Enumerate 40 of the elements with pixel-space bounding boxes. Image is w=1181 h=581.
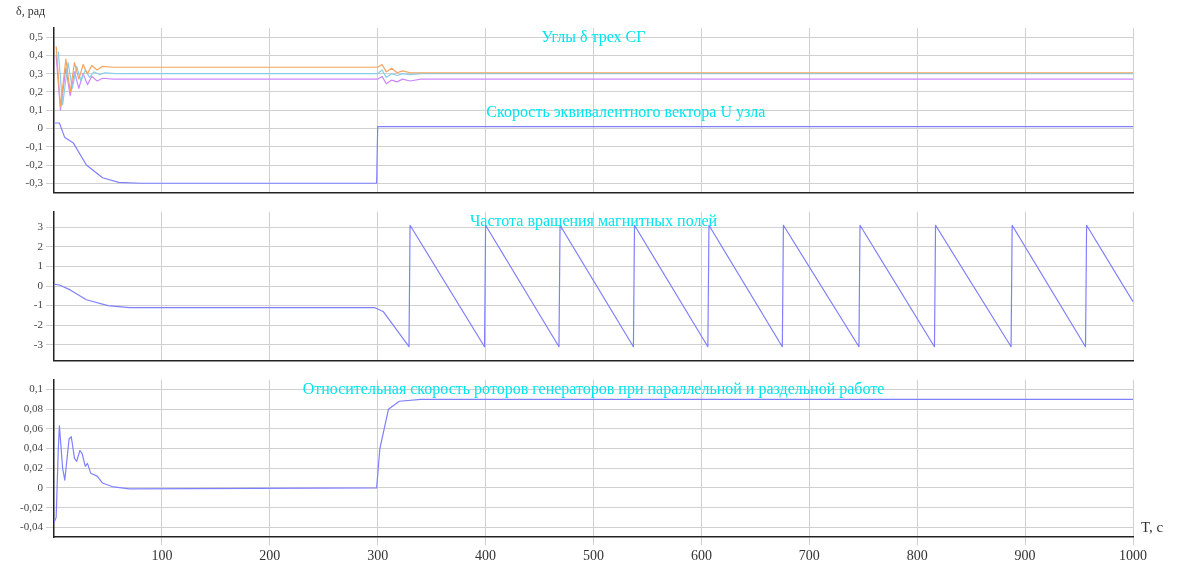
y-tick-label: 1 bbox=[37, 259, 43, 272]
y-tick-label: -0,1 bbox=[25, 139, 43, 152]
y-tick-label: 0,5 bbox=[29, 30, 44, 43]
y-tick-label: 0,1 bbox=[29, 103, 43, 116]
y-tick-label: -3 bbox=[33, 337, 44, 350]
y-tick-label: 2 bbox=[37, 239, 43, 252]
y-axis-title: δ, рад bbox=[16, 4, 46, 19]
x-tick-label: 800 bbox=[906, 548, 928, 564]
y-tick-label: 0 bbox=[37, 278, 44, 291]
x-tick-label: 100 bbox=[151, 548, 173, 564]
x-tick-label: 200 bbox=[259, 548, 281, 564]
y-tick-label: -1 bbox=[33, 298, 43, 311]
x-tick-label: 700 bbox=[798, 548, 820, 564]
y-tick-label: 0,4 bbox=[29, 48, 44, 61]
x-tick-label: 500 bbox=[583, 548, 604, 564]
y-tick-label: 3 bbox=[37, 220, 44, 233]
y-tick-label: 0,06 bbox=[23, 421, 44, 434]
x-tick-label: 400 bbox=[475, 548, 497, 564]
y-tick-label: 0,2 bbox=[29, 84, 43, 97]
chart-title: Относительная скорость роторов генераторов при параллельной и раздельной работе bbox=[302, 379, 885, 398]
x-tick-label: 1000 bbox=[1119, 548, 1147, 564]
y-tick-label: -0,3 bbox=[25, 176, 44, 189]
y-tick-label: 0,04 bbox=[23, 441, 44, 454]
y-tick-label: -0,02 bbox=[20, 500, 43, 513]
chart-title: Углы δ трех СГ bbox=[541, 28, 646, 47]
y-tick-label: 0,02 bbox=[23, 461, 43, 474]
y-tick-label: -2 bbox=[33, 318, 43, 331]
y-tick-label: 0,1 bbox=[29, 382, 43, 395]
chart-title: Частота вращения магнитных полей bbox=[469, 211, 718, 230]
x-tick-label: 900 bbox=[1014, 548, 1036, 564]
x-tick-label: 600 bbox=[690, 548, 712, 564]
x-tick-label: 300 bbox=[367, 548, 389, 564]
y-tick-label: 0,08 bbox=[23, 402, 44, 415]
y-tick-label: 0,3 bbox=[29, 66, 44, 79]
x-axis-title: T, c bbox=[1141, 518, 1164, 535]
y-tick-label: 0 bbox=[37, 121, 44, 134]
y-tick-label: 0 bbox=[37, 480, 44, 493]
y-tick-label: -0,04 bbox=[20, 520, 44, 533]
annotation: Скорость эквивалентного вектора U узла bbox=[486, 103, 766, 122]
y-tick-label: -0,2 bbox=[25, 157, 43, 170]
